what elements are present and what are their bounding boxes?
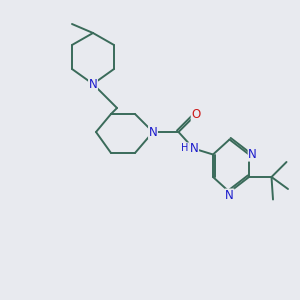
- Text: N: N: [88, 77, 98, 91]
- Text: N: N: [248, 148, 257, 161]
- Text: N: N: [190, 142, 199, 155]
- Text: H: H: [182, 143, 189, 153]
- Text: N: N: [148, 125, 158, 139]
- Text: O: O: [191, 108, 200, 121]
- Text: N: N: [225, 189, 234, 202]
